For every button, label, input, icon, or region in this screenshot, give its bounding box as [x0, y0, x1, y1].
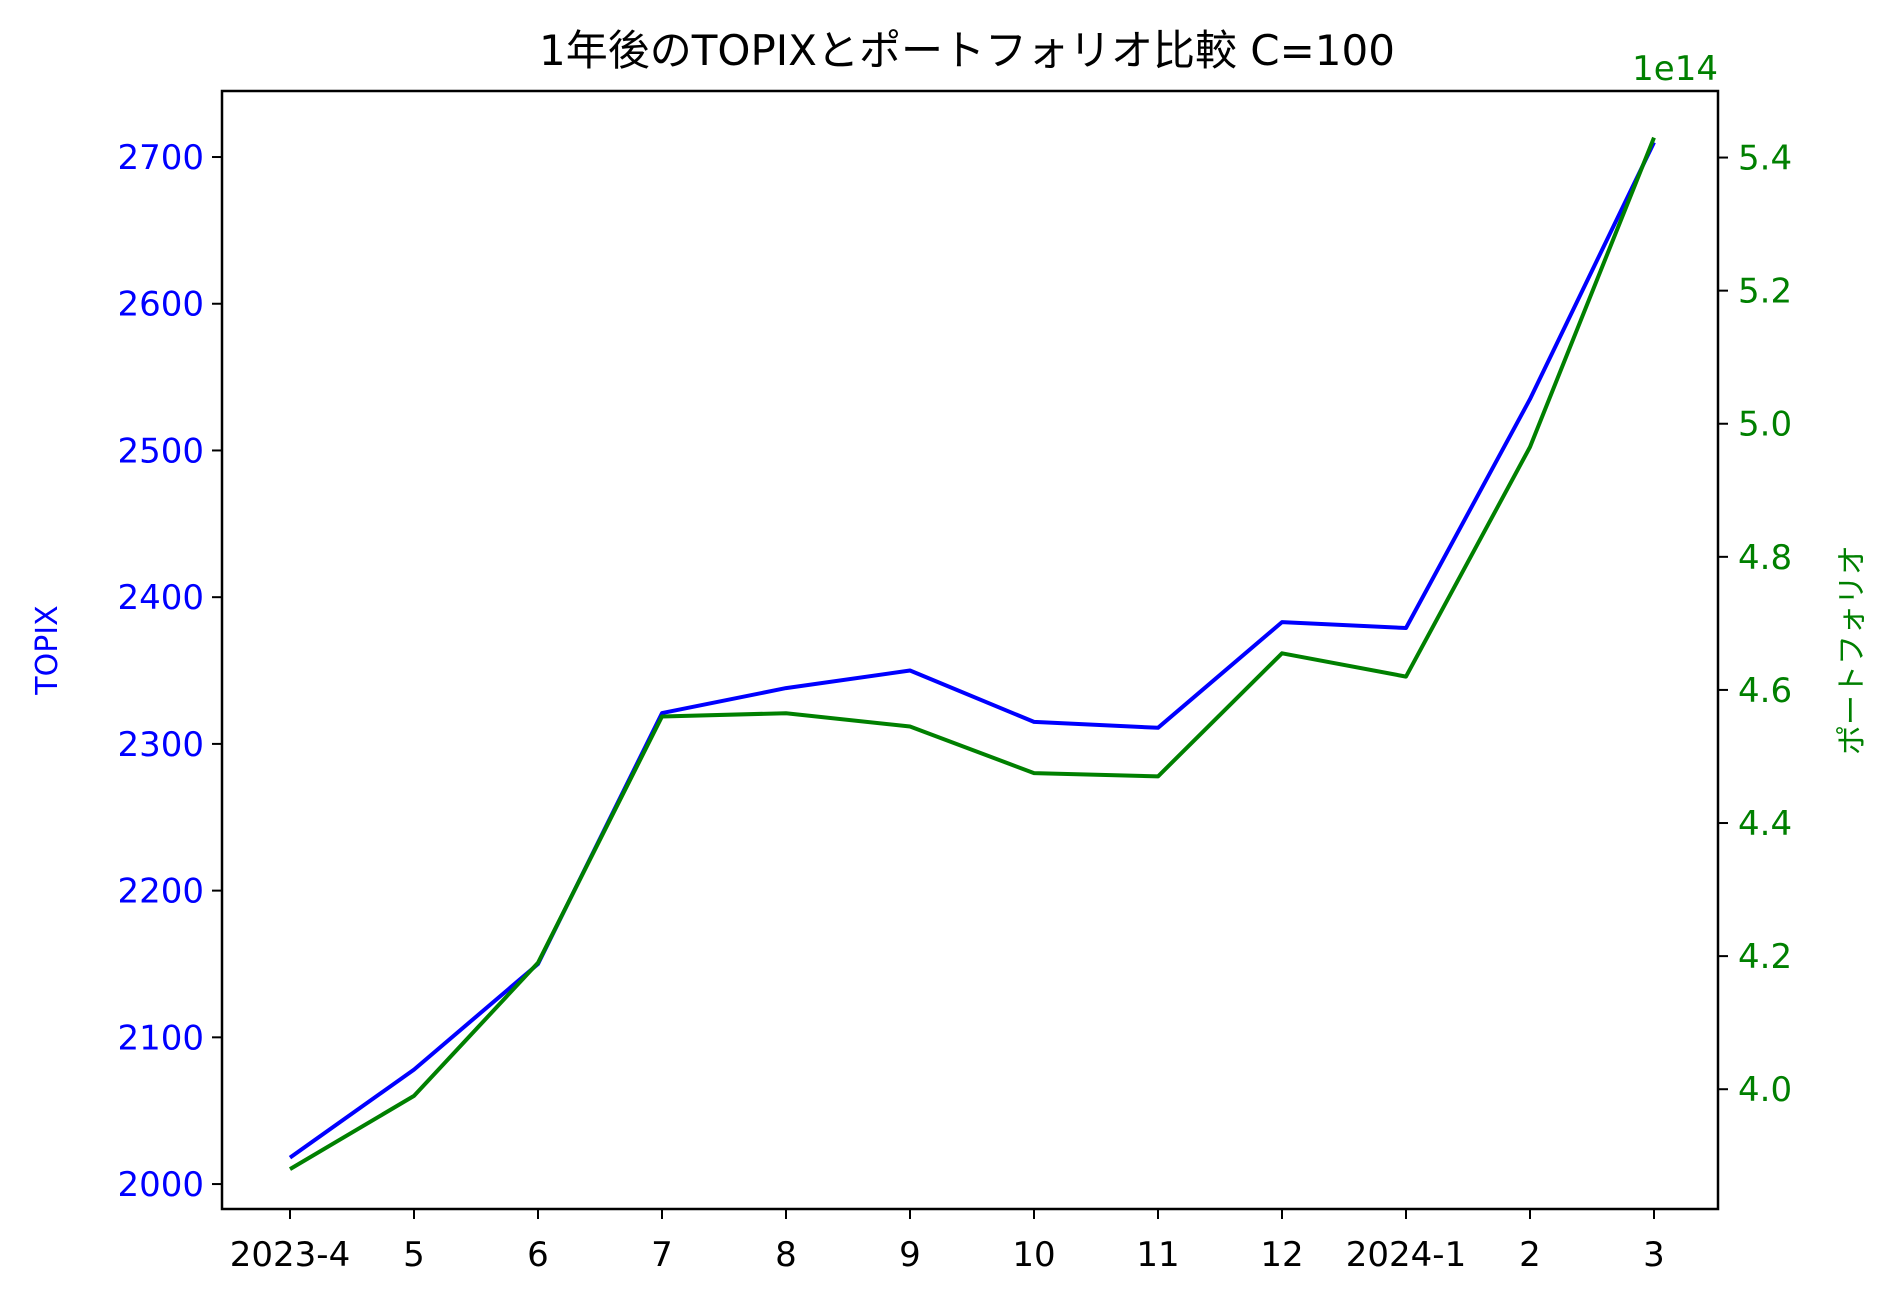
x-tick-label: 6 — [527, 1235, 549, 1275]
y-right-offset-label: 1e14 — [1632, 49, 1718, 89]
x-tick-label: 2 — [1519, 1235, 1541, 1275]
plot-frame — [220, 89, 1720, 1211]
x-tick-label: 3 — [1643, 1235, 1665, 1275]
series-line-portfolio — [288, 136, 1656, 1171]
y-right-tick-label: 5.2 — [1738, 272, 1792, 312]
x-tick-label: 2023-4 — [230, 1235, 350, 1275]
y-left-tick-label: 2400 — [117, 578, 204, 618]
y-right-tick-label: 4.6 — [1738, 671, 1792, 711]
x-tick-label: 10 — [1012, 1235, 1055, 1275]
y-right-tick-label: 4.0 — [1738, 1070, 1792, 1110]
x-tick-label: 7 — [651, 1235, 673, 1275]
series-line-topix — [288, 141, 1656, 1160]
x-tick-label: 12 — [1260, 1235, 1303, 1275]
series-layer — [288, 136, 1656, 1171]
y-right-tick-label: 4.8 — [1738, 538, 1792, 578]
x-tick-label: 11 — [1136, 1235, 1179, 1275]
y-left-tick-label: 2000 — [117, 1165, 204, 1205]
x-tick-label: 8 — [775, 1235, 797, 1275]
y-right-axis: 4.0 4.2 4.4 4.6 4.8 5.0 5.2 5.4 — [1718, 139, 1792, 1110]
y-right-tick-label: 5.4 — [1738, 139, 1792, 179]
y-left-tick-label: 2500 — [117, 431, 204, 471]
y-left-tick-label: 2700 — [117, 138, 204, 178]
y-left-axis-label: TOPIX — [30, 605, 65, 695]
y-left-tick-label: 2600 — [117, 285, 204, 325]
y-left-tick-label: 2100 — [117, 1018, 204, 1058]
y-left-axis: 2000 2100 2200 2300 2400 2500 2600 2700 — [117, 138, 222, 1205]
x-axis: 2023-4 5 6 7 8 9 10 11 12 2024-1 2 3 — [230, 1209, 1665, 1275]
x-tick-label: 2024-1 — [1346, 1235, 1466, 1275]
y-left-tick-label: 2200 — [117, 872, 204, 912]
y-right-tick-label: 5.0 — [1738, 405, 1792, 445]
y-right-tick-label: 4.2 — [1738, 937, 1792, 977]
y-right-axis-label: ポートフォリオ — [1835, 545, 1870, 755]
x-tick-label: 9 — [899, 1235, 921, 1275]
y-right-tick-label: 4.4 — [1738, 804, 1792, 844]
x-tick-label: 5 — [403, 1235, 425, 1275]
chart-title: 1年後のTOPIXとポートフォリオ比較 C=100 — [539, 26, 1395, 75]
y-left-tick-label: 2300 — [117, 725, 204, 765]
